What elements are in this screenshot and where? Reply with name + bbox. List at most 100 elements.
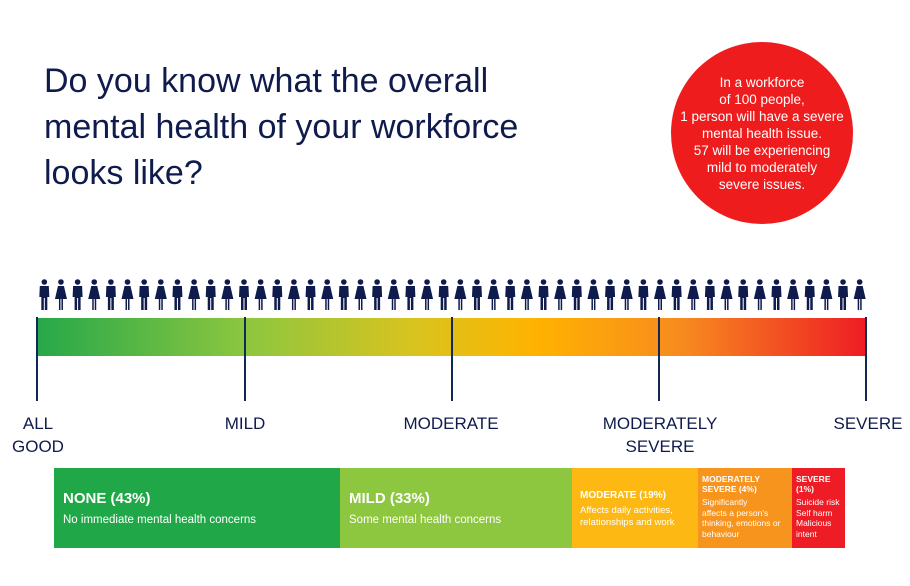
category-title: MILD (33%) (349, 490, 430, 507)
category-description: Affects daily activities, (580, 505, 673, 516)
scale-tick (658, 317, 660, 401)
category-title: (1%) (796, 484, 814, 494)
person-icon (72, 279, 83, 310)
category-description: thinking, emotions or (702, 518, 781, 528)
category-title: SEVERE (4%) (702, 484, 757, 494)
category-severe: SEVERE (1%) Suicide risk Self harm Malic… (792, 468, 845, 548)
category-moderately-severe: MODERATELY SEVERE (4%) Significantly aff… (698, 468, 792, 548)
person-icon (139, 279, 150, 310)
person-icon (205, 279, 216, 310)
person-icon (188, 279, 201, 310)
person-icon (305, 279, 316, 310)
person-icon (221, 279, 234, 310)
category-title: MODERATELY (702, 474, 761, 484)
scale-label-line: SEVERE (625, 437, 695, 456)
person-icon (254, 279, 267, 310)
person-icon (487, 279, 500, 310)
person-icon (405, 279, 416, 310)
person-icon (838, 279, 849, 310)
category-description: Some mental health concerns (349, 514, 502, 526)
person-icon (88, 279, 101, 310)
headline: Do you know what the overall mental heal… (44, 58, 644, 196)
scale-label-line: ALL (22, 414, 54, 433)
category-title: NONE (43%) (63, 490, 151, 507)
scale-tick (451, 317, 453, 401)
person-icon (421, 279, 434, 310)
scale-tick (36, 317, 38, 401)
stat-line: of 100 people, (719, 91, 805, 107)
person-icon (654, 279, 666, 310)
person-icon (154, 279, 167, 310)
person-icon (738, 279, 749, 310)
person-icon (571, 279, 582, 310)
scale-label-line: MODERATELY (602, 414, 718, 433)
stat-line: mild to moderately (706, 159, 818, 175)
person-icon (39, 279, 50, 310)
category-title: SEVERE (796, 474, 831, 484)
person-icon (172, 279, 183, 310)
person-icon (354, 279, 367, 310)
person-icon (438, 279, 449, 310)
scale-label-line: MILD (224, 414, 266, 433)
scale-label-severe: SEVERE (828, 412, 908, 435)
person-icon (471, 279, 482, 310)
person-icon (321, 279, 334, 310)
headline-line: Do you know what the overall (44, 62, 489, 100)
person-icon (687, 279, 700, 310)
person-icon (820, 279, 833, 310)
person-icon (753, 279, 766, 310)
person-icon (620, 279, 633, 310)
person-icon (771, 279, 782, 310)
category-description: intent (796, 528, 817, 539)
category-description: behaviour (702, 528, 740, 539)
person-icon (587, 279, 600, 310)
person-icon (704, 279, 715, 310)
person-icon (454, 279, 467, 310)
category-description: affects a person's (702, 507, 769, 518)
category-none: NONE (43%) No immediate mental health co… (54, 468, 340, 548)
person-icon (853, 279, 866, 310)
category-mild: MILD (33%) Some mental health concerns (340, 468, 572, 548)
person-icon (554, 279, 567, 310)
category-description: Suicide risk (796, 497, 840, 507)
person-icon (720, 279, 733, 310)
person-icon (787, 279, 800, 310)
scale-label-line: SEVERE (833, 414, 903, 433)
scale-label-moderate: MODERATE (389, 412, 513, 435)
person-icon (520, 279, 533, 310)
stat-line: 1 person will have a severe (680, 108, 844, 124)
person-icon (239, 279, 249, 310)
category-title: MODERATE (19%) (580, 490, 666, 501)
person-icon (638, 279, 649, 310)
person-icon (54, 279, 67, 310)
scale-label-moderately-severe: MODERATELY SEVERE (592, 412, 728, 458)
scale-label-line: GOOD (12, 437, 64, 456)
person-icon (605, 279, 616, 310)
headline-line: mental health of your workforce (44, 108, 519, 146)
stat-line: In a workforce (719, 74, 805, 90)
scale-tick (865, 317, 867, 401)
stat-line: 57 will be experiencing (693, 142, 831, 158)
stat-line: mental health issue. (701, 125, 823, 141)
category-breakdown-bar: NONE (43%) No immediate mental health co… (54, 468, 845, 548)
person-icon (804, 279, 815, 310)
person-icon (272, 279, 283, 310)
person-icon (338, 279, 349, 310)
person-icon (387, 279, 400, 310)
person-icon (505, 279, 516, 310)
person-icon (121, 279, 134, 310)
statistic-circle: In a workforce of 100 people, 1 person w… (671, 42, 853, 224)
scale-label-all-good: ALL GOOD (6, 412, 70, 458)
person-icon (105, 279, 116, 310)
headline-line: looks like? (44, 154, 203, 192)
person-icon (372, 279, 383, 310)
category-moderate: MODERATE (19%) Affects daily activities,… (572, 468, 698, 548)
people-row (39, 279, 866, 310)
stat-line: severe issues. (718, 176, 806, 192)
scale-label-mild: MILD (205, 412, 285, 435)
scale-label-line: MODERATE (403, 414, 499, 433)
person-icon (287, 279, 300, 310)
category-description: Self harm (796, 507, 833, 518)
person-icon (538, 279, 549, 310)
person-icon (671, 279, 682, 310)
